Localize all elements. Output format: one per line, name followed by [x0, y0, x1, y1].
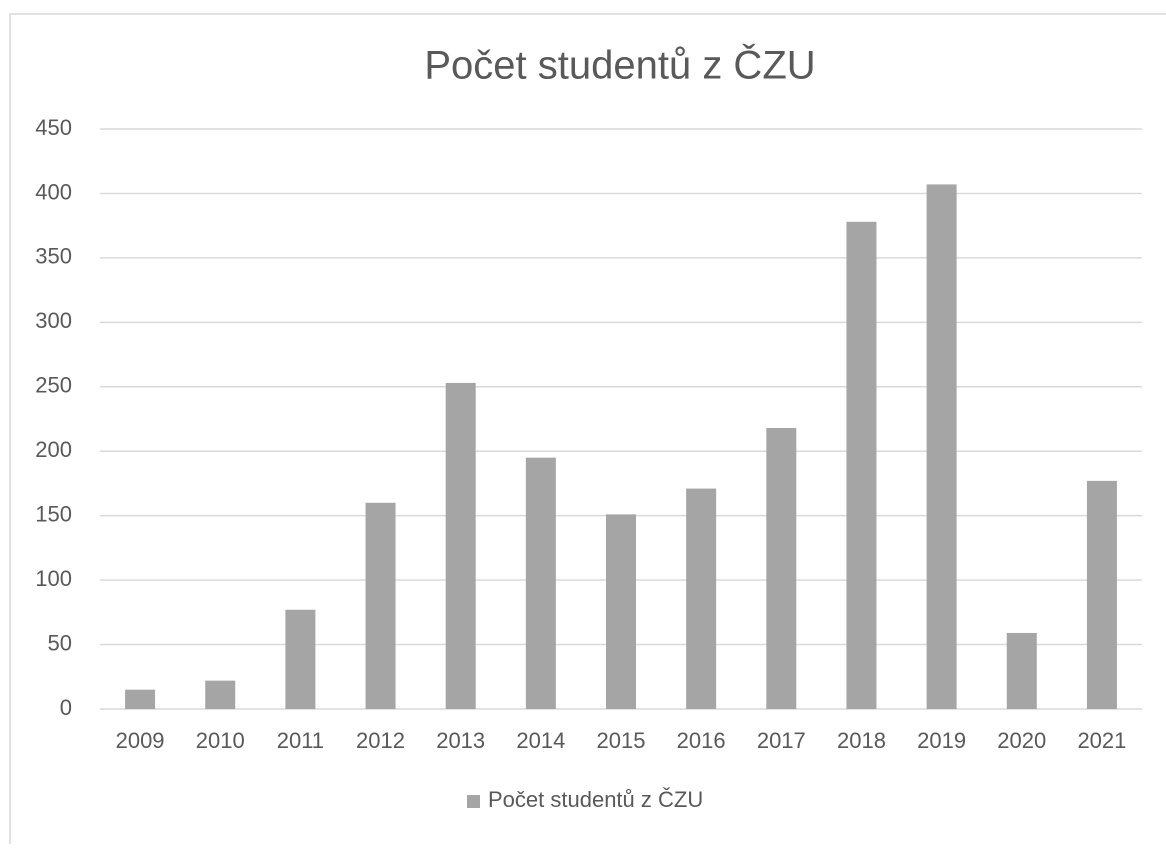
y-tick-label: 300 [35, 308, 72, 333]
y-tick-label: 200 [35, 437, 72, 462]
bar [846, 221, 877, 710]
chart-title: Počet studentů z ČZU [424, 43, 815, 88]
bar [766, 428, 797, 709]
bar [205, 680, 236, 709]
bar [445, 382, 476, 709]
x-tick-label: 2011 [277, 728, 324, 753]
y-tick-label: 350 [35, 244, 72, 269]
bar [365, 502, 396, 709]
y-tick-label: 50 [48, 630, 72, 655]
bar [1086, 480, 1117, 709]
y-tick-label: 400 [35, 179, 72, 204]
chart-border [9, 13, 1166, 849]
x-tick-label: 2010 [196, 728, 245, 753]
x-tick-label: 2020 [997, 728, 1046, 753]
x-tick-label: 2019 [917, 728, 966, 753]
bar [1006, 632, 1037, 709]
legend-marker [467, 795, 480, 808]
x-tick-label: 2009 [116, 728, 165, 753]
x-tick-label: 2014 [516, 728, 565, 753]
x-tick-label: 2016 [677, 728, 726, 753]
bar [285, 609, 316, 709]
x-tick-label: 2017 [757, 728, 806, 753]
bar [606, 514, 636, 709]
y-tick-label: 0 [60, 695, 72, 720]
bar [686, 488, 717, 709]
x-tick-label: 2012 [356, 728, 405, 753]
bar [525, 457, 556, 709]
bar [125, 689, 156, 709]
x-tick-label: 2013 [436, 728, 485, 753]
x-tick-label: 2018 [837, 728, 886, 753]
y-tick-label: 450 [35, 115, 72, 140]
bar [926, 184, 957, 709]
x-tick-label: 2021 [1077, 728, 1126, 753]
y-tick-label: 150 [35, 501, 72, 526]
y-tick-label: 250 [35, 373, 72, 398]
legend-label: Počet studentů z ČZU [488, 787, 703, 812]
y-tick-label: 100 [35, 566, 72, 591]
x-tick-label: 2015 [597, 728, 646, 753]
